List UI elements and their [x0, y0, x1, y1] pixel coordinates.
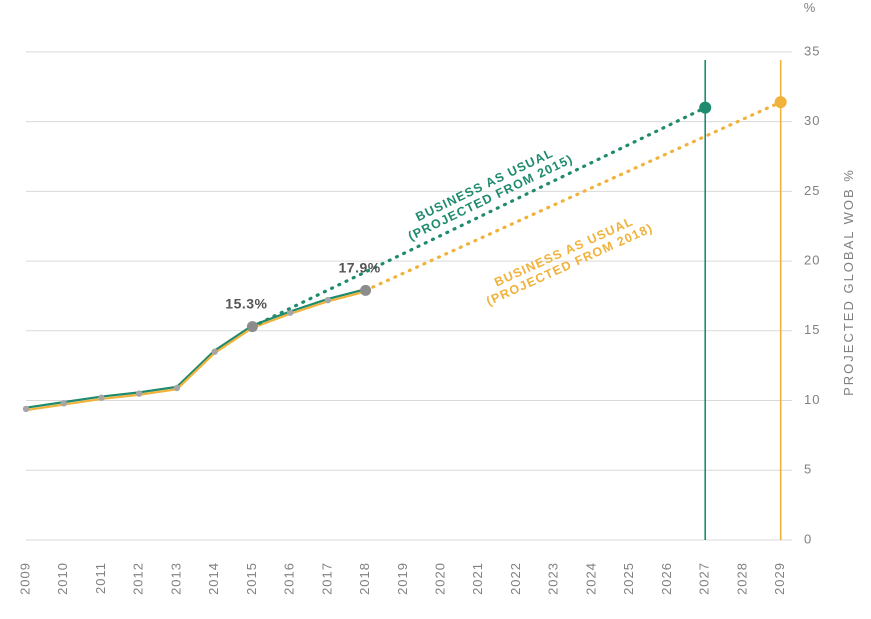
- x-tick-label: 2020: [433, 562, 448, 595]
- x-tick-label: 2013: [168, 562, 183, 595]
- x-tick-label: 2010: [55, 562, 70, 595]
- x-tick-label: 2019: [395, 562, 410, 595]
- historical-marker: [211, 349, 217, 355]
- x-tick-label: 2014: [206, 562, 221, 595]
- projection-end-marker-from2015: [699, 102, 711, 114]
- historical-marker: [61, 400, 67, 406]
- callout-label: 15.3%: [225, 296, 267, 312]
- projection-chart: 05101520253035%PROJECTED GLOBAL WOB %200…: [0, 0, 871, 619]
- x-tick-label: 2026: [659, 562, 674, 595]
- y-tick-label: 10: [804, 392, 820, 407]
- x-tick-label: 2028: [734, 562, 749, 595]
- chart-svg: 05101520253035%PROJECTED GLOBAL WOB %200…: [0, 0, 871, 619]
- x-tick-label: 2012: [131, 562, 146, 595]
- x-tick-label: 2017: [319, 562, 334, 595]
- y-tick-label: 25: [804, 183, 820, 198]
- chart-bg: [0, 0, 871, 619]
- x-tick-label: 2023: [546, 562, 561, 595]
- y-unit-label: %: [804, 0, 817, 15]
- y-axis-title: PROJECTED GLOBAL WOB %: [841, 168, 856, 396]
- x-tick-label: 2022: [508, 562, 523, 595]
- x-tick-label: 2029: [772, 562, 787, 595]
- projection-end-marker-from2018: [775, 96, 787, 108]
- historical-marker: [23, 406, 29, 412]
- y-tick-label: 15: [804, 322, 820, 337]
- y-tick-label: 0: [804, 531, 812, 546]
- callout-label: 17.9%: [339, 259, 381, 275]
- y-tick-label: 35: [804, 43, 820, 58]
- historical-marker: [98, 395, 104, 401]
- x-tick-label: 2027: [697, 562, 712, 595]
- x-tick-label: 2021: [470, 562, 485, 595]
- y-tick-label: 30: [804, 113, 820, 128]
- x-tick-label: 2025: [621, 562, 636, 595]
- x-tick-label: 2024: [583, 562, 598, 595]
- callout-marker: [247, 321, 258, 332]
- x-tick-label: 2018: [357, 562, 372, 595]
- historical-marker: [325, 297, 331, 303]
- x-tick-label: 2015: [244, 562, 259, 595]
- x-tick-label: 2011: [93, 562, 108, 594]
- y-tick-label: 20: [804, 253, 820, 268]
- x-tick-label: 2009: [17, 562, 32, 595]
- y-tick-label: 5: [804, 462, 812, 477]
- callout-marker: [360, 285, 371, 296]
- historical-marker: [174, 385, 180, 391]
- historical-marker: [136, 390, 142, 396]
- x-tick-label: 2016: [282, 562, 297, 595]
